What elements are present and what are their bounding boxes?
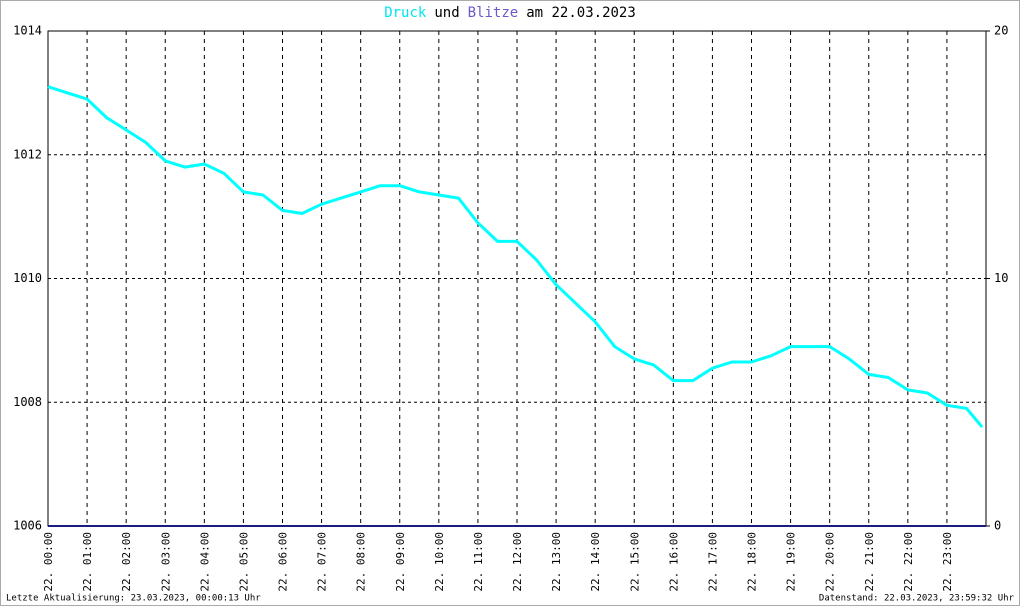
x-tick-label: 22. 19:00 <box>785 532 798 592</box>
y-tick-label: 1010 <box>13 271 42 285</box>
x-tick-label: 22. 16:00 <box>667 532 680 592</box>
x-tick-label: 22. 01:00 <box>81 532 94 592</box>
x-tick-label: 22. 02:00 <box>120 532 133 592</box>
x-tick-label: 22. 22:00 <box>902 532 915 592</box>
y-tick-label: 1012 <box>13 147 42 161</box>
title-part: und <box>434 5 459 21</box>
x-tick-label: 22. 07:00 <box>316 532 329 592</box>
x-tick-label: 22. 20:00 <box>824 532 837 592</box>
x-tick-label: 22. 12:00 <box>511 532 524 592</box>
footer-left: Letzte Aktualisierung: 23.03.2023, 00:00… <box>6 594 261 604</box>
x-tick-label: 22. 17:00 <box>706 532 719 592</box>
y2-tick-label: 10 <box>994 271 1008 285</box>
x-tick-label: 22. 03:00 <box>159 532 172 592</box>
y-tick-label: 1014 <box>13 24 42 38</box>
x-tick-label: 22. 06:00 <box>277 532 290 592</box>
x-tick-label: 22. 23:00 <box>941 532 954 592</box>
series-line <box>47 85 984 428</box>
footer-right: Datenstand: 22.03.2023, 23:59:32 Uhr <box>819 594 1015 604</box>
x-tick-label: 22. 04:00 <box>198 532 211 592</box>
x-tick-label: 22. 00:00 <box>42 532 55 592</box>
chart-title: Druck und Blitze am 22.03.2023 <box>384 5 636 21</box>
x-tick-label: 22. 15:00 <box>628 532 641 592</box>
x-tick-label: 22. 10:00 <box>433 532 446 592</box>
x-tick-label: 22. 21:00 <box>863 532 876 592</box>
title-part: Druck <box>384 5 427 21</box>
x-tick-label: 22. 09:00 <box>394 532 407 592</box>
y2-tick-label: 0 <box>994 519 1001 533</box>
y2-tick-label: 20 <box>994 24 1008 38</box>
x-tick-label: 22. 13:00 <box>550 532 563 592</box>
x-tick-label: 22. 18:00 <box>746 532 759 592</box>
x-tick-label: 22. 11:00 <box>472 532 485 592</box>
title-part: am 22.03.2023 <box>526 5 636 21</box>
x-tick-label: 22. 05:00 <box>237 532 250 592</box>
x-tick-label: 22. 08:00 <box>355 532 368 592</box>
y-tick-label: 1006 <box>13 519 42 533</box>
x-tick-label: 22. 14:00 <box>589 532 602 592</box>
title-part: Blitze <box>468 5 519 21</box>
y-tick-label: 1008 <box>13 395 42 409</box>
